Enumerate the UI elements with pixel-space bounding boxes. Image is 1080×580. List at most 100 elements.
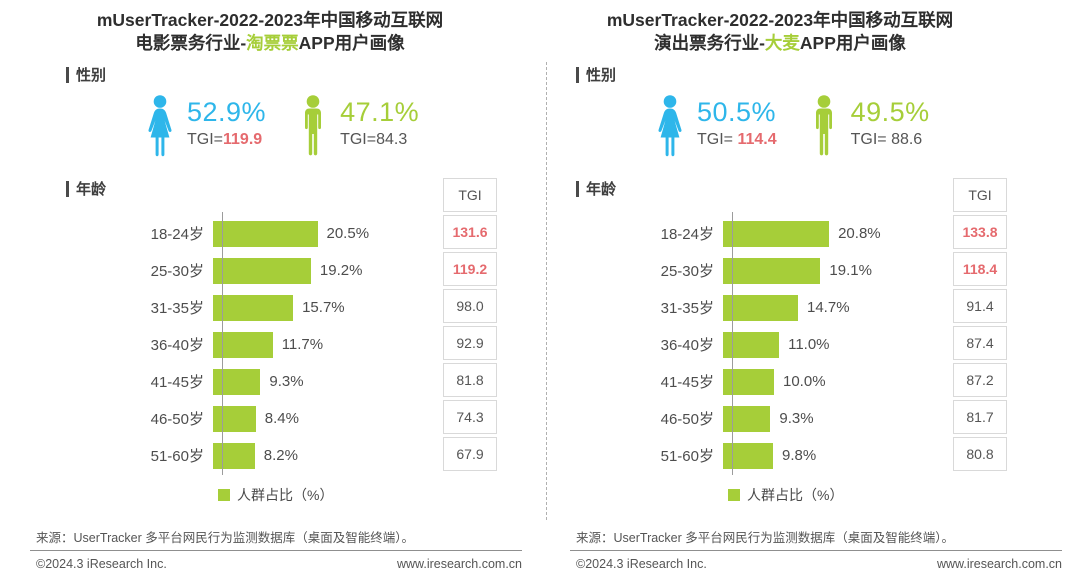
tgi-cell: 133.8 (953, 215, 1007, 249)
age-percent-label: 10.0% (783, 373, 826, 390)
title-prefix: 电影票务行业- (135, 33, 247, 53)
title-highlight-app-name: 淘票票 (246, 33, 299, 53)
tgi-column-header: TGI (443, 178, 497, 212)
age-bar (213, 405, 256, 432)
age-category-label: 41-45岁 (660, 374, 714, 391)
age-bar-row: 31-35岁 15.7% (0, 289, 540, 326)
male-tgi-label: TGI= (850, 131, 892, 148)
tgi-cell: 92.9 (443, 326, 497, 360)
title-suffix: APP用户画像 (799, 33, 906, 53)
age-category-label: 18-24岁 (660, 226, 714, 243)
age-bar-row: 41-45岁 9.3% (0, 363, 540, 400)
title-highlight-app-name: 大麦 (764, 33, 800, 53)
male-text: 49.5% TGI= 88.6 (851, 94, 930, 158)
male-icon (815, 95, 832, 156)
age-category-label: 25-30岁 (150, 263, 204, 280)
male-tgi-label: TGI= (340, 131, 377, 148)
tgi-cell: 119.2 (443, 252, 497, 286)
gender-stats: 50.5% TGI= 114.4 49.5% TGI= 88.6 (653, 94, 930, 158)
age-percent-label: 8.2% (263, 447, 298, 464)
tgi-cell: 81.7 (953, 400, 1007, 434)
female-percent: 52.9% (187, 97, 267, 127)
tgi-cell: 91.4 (953, 289, 1007, 323)
chart-axis-line (222, 212, 223, 475)
age-percent-label: 14.7% (807, 299, 850, 316)
age-category-label: 51-60岁 (660, 448, 714, 465)
age-category-label: 18-24岁 (150, 226, 204, 243)
age-bar (723, 442, 773, 469)
chart-legend: 人群占比（%） (218, 485, 333, 505)
age-bar-chart: 18-24岁 20.5% 25-30岁 19.2% 31-35岁 15.7% 3… (0, 178, 540, 475)
section-marker-bar (66, 180, 69, 197)
copyright-text: ©2024.3 iResearch Inc. (576, 557, 707, 571)
female-tgi: TGI=119.9 (187, 131, 266, 149)
footer-row: ©2024.3 iResearch Inc. www.iresearch.com… (36, 557, 522, 571)
source-note: 来源：UserTracker 多平台网民行为监测数据库（桌面及智能终端）。 (36, 531, 415, 545)
male-text: 47.1% TGI=84.3 (340, 94, 419, 158)
section-marker-bar (66, 66, 69, 83)
tgi-cell: 118.4 (953, 252, 1007, 286)
gender-section-header: 性别 (66, 64, 106, 85)
male-tgi-value: 88.6 (891, 131, 923, 148)
copyright-text: ©2024.3 iResearch Inc. (36, 557, 167, 571)
age-bar (213, 294, 294, 321)
chart-title: mUserTracker-2022-2023年中国移动互联网 电影票务行业-淘票… (0, 9, 540, 55)
male-icon (305, 95, 322, 156)
age-bar-row: 41-45岁 10.0% (510, 363, 1050, 400)
age-percent-label: 19.2% (319, 262, 363, 279)
chart-title-line1: mUserTracker-2022-2023年中国移动互联网 (96, 10, 444, 30)
age-category-label: 36-40岁 (660, 337, 714, 354)
age-bar-row: 46-50岁 9.3% (510, 400, 1050, 437)
title-suffix: APP用户画像 (298, 33, 405, 53)
age-section-label: 年龄 (76, 181, 107, 198)
section-marker-bar (576, 66, 579, 83)
female-icon (148, 95, 172, 157)
age-percent-label: 19.1% (829, 262, 872, 279)
website-text: www.iresearch.com.cn (396, 557, 522, 571)
age-bar (723, 294, 798, 321)
legend-label: 人群占比（%） (237, 487, 334, 503)
tgi-cell: 87.2 (953, 363, 1007, 397)
age-bar (213, 442, 255, 469)
age-category-label: 31-35岁 (150, 300, 204, 317)
footer-row: ©2024.3 iResearch Inc. www.iresearch.com… (576, 557, 1062, 571)
male-stat: 49.5% TGI= 88.6 (807, 94, 930, 158)
legend-swatch (218, 489, 230, 501)
gender-stats: 52.9% TGI=119.9 47.1% TGI=84.3 (143, 94, 419, 158)
male-stat: 47.1% TGI=84.3 (296, 94, 419, 158)
age-bar-row: 31-35岁 14.7% (510, 289, 1050, 326)
age-bar (723, 405, 771, 432)
age-category-label: 36-40岁 (150, 337, 204, 354)
tgi-cell: 74.3 (443, 400, 497, 434)
age-bar-chart: 18-24岁 20.8% 25-30岁 19.1% 31-35岁 14.7% 3… (510, 178, 1050, 475)
age-bar-row: 25-30岁 19.2% (0, 252, 540, 289)
age-percent-label: 20.5% (326, 225, 370, 242)
tgi-cell: 81.8 (443, 363, 497, 397)
age-category-label: 31-35岁 (660, 300, 714, 317)
male-tgi: TGI= 88.6 (851, 131, 930, 149)
tgi-column-header: TGI (953, 178, 1007, 212)
male-percent: 49.5% (850, 97, 930, 127)
age-percent-label: 20.8% (838, 225, 881, 242)
section-marker-bar (576, 180, 579, 197)
male-percent: 47.1% (340, 97, 420, 127)
age-category-label: 51-60岁 (150, 448, 204, 465)
age-bar-row: 51-60岁 9.8% (510, 437, 1050, 474)
age-category-label: 46-50岁 (660, 411, 714, 428)
footer-divider (30, 550, 522, 551)
panel-right-content: mUserTracker-2022-2023年中国移动互联网 演出票务行业-大麦… (510, 0, 1050, 522)
tgi-cell: 131.6 (443, 215, 497, 249)
age-bar (213, 220, 318, 247)
age-percent-label: 11.0% (788, 336, 830, 353)
male-tgi: TGI=84.3 (340, 131, 419, 149)
age-bar-row: 25-30岁 19.1% (510, 252, 1050, 289)
age-category-label: 46-50岁 (150, 411, 204, 428)
chart-axis-line (732, 212, 733, 475)
age-section-label: 年龄 (586, 181, 617, 198)
tgi-cell: 87.4 (953, 326, 1007, 360)
female-text: 52.9% TGI=119.9 (187, 94, 266, 158)
tgi-column: TGI 133.8 118.4 91.4 87.4 87.2 81.7 80.8 (953, 178, 1007, 474)
chart-title-line2: 电影票务行业-淘票票APP用户画像 (0, 32, 540, 55)
female-tgi-label: TGI= (697, 131, 738, 148)
